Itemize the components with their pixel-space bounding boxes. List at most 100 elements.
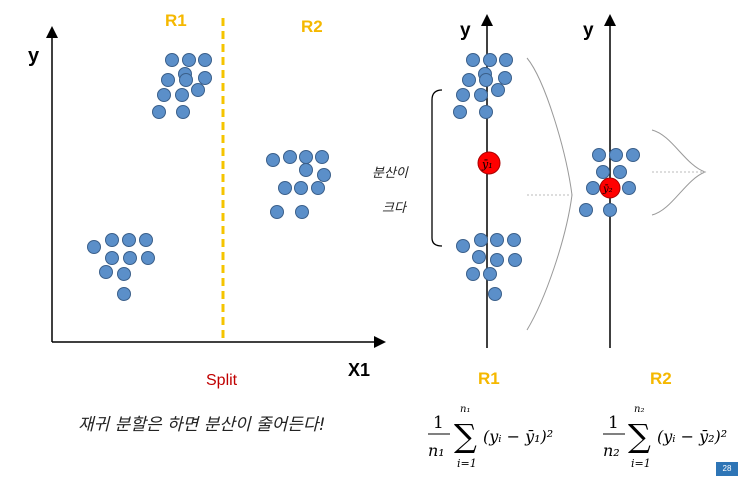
data-point [105,251,119,265]
data-point [499,53,513,67]
r2-formula-upper-limit: n₂ [634,404,644,415]
r2-mean-point [599,177,621,199]
split-label: Split [206,372,238,389]
left-y-axis-label: y [28,45,40,67]
r1-bracket-note-line1: 분산이 [372,166,409,181]
page-number-badge: 28 [716,462,738,476]
data-point [626,148,640,162]
data-point [579,203,593,217]
r1-mean-label: ȳ₁ [481,158,493,171]
data-point [117,287,131,301]
data-point [87,240,101,254]
data-point [586,181,600,195]
r1-formula-lower-limit: i=1 [457,457,477,470]
r1-mean-point [477,151,501,175]
data-point [498,71,512,85]
r2-formula-denominator: n₂ [603,441,620,460]
data-point [176,105,190,119]
data-point [472,250,486,264]
r2-region-label: R2 [650,369,672,388]
data-point [99,265,113,279]
data-point [508,253,522,267]
r1-point-cloud [453,53,522,301]
left-point-cloud [87,53,331,301]
r1-panel: y ȳ₁ 분산이 크다 R1 [372,14,573,388]
data-point [474,233,488,247]
data-point [613,165,627,179]
r1-axis-label: y [460,20,471,41]
r1-formula-upper-limit: n₁ [460,404,470,415]
data-point [161,73,175,87]
data-point [315,150,329,164]
data-point [596,165,610,179]
data-point [198,53,212,67]
data-point [270,205,284,219]
data-point [490,253,504,267]
r1-formula-denominator: n₁ [428,441,445,460]
data-point [479,105,493,119]
region2-label: R2 [301,17,323,36]
r1-bracket-note-line2: 크다 [382,201,408,216]
r2-axis-label: y [583,20,594,41]
data-point [603,203,617,217]
data-point [462,73,476,87]
data-point [175,88,189,102]
data-point [123,251,137,265]
data-point [456,239,470,253]
data-point [609,148,623,162]
data-point [299,163,313,177]
data-point [453,105,467,119]
data-point [456,88,470,102]
r2-formula-lower-limit: i=1 [631,457,651,470]
data-point [507,233,521,247]
r1-formula-body: (yᵢ − ȳ₁)² [483,427,553,446]
handwritten-note: 재귀 분할은 하면 분산이 줄어든다! [78,415,325,435]
r1-variance-bracket [431,89,443,247]
r1-formula-numerator: 1 [433,413,444,433]
data-point [491,83,505,97]
left-scatter-panel: y X1 R1 R2 Split [28,11,386,389]
data-point [490,233,504,247]
r2-formula-body: (yᵢ − ȳ₂)² [657,427,727,446]
data-point [483,53,497,67]
data-point [466,53,480,67]
data-point [122,233,136,247]
data-point [266,153,280,167]
r2-formula-numerator: 1 [608,413,619,433]
data-point [179,73,193,87]
data-point [139,233,153,247]
data-point [152,105,166,119]
r2-panel: y ȳ₂ R2 [579,14,707,388]
data-point [622,181,636,195]
data-point [488,287,502,301]
data-point [311,181,325,195]
data-point [165,53,179,67]
region1-label: R1 [165,11,187,30]
data-point [198,71,212,85]
data-point [191,83,205,97]
data-point [592,148,606,162]
r2-mean-label: ȳ₂ [602,184,613,195]
data-point [157,88,171,102]
data-point [317,168,331,182]
data-point [141,251,155,265]
r1-formula-sigma: ∑ [454,417,477,455]
data-point [278,181,292,195]
r1-variance-formula: 1 n₁ n₁ ∑ i=1 (yᵢ − ȳ₁)² [428,404,553,470]
r2-point-cloud [579,148,640,217]
r2-formula-sigma: ∑ [628,417,651,455]
data-point [283,150,297,164]
r1-distribution-curve [526,57,573,331]
data-point [299,150,313,164]
r2-variance-formula: 1 n₂ n₂ ∑ i=1 (yᵢ − ȳ₂)² [603,404,727,470]
data-point [295,205,309,219]
r1-region-label: R1 [478,369,500,388]
data-point [479,73,493,87]
data-point [466,267,480,281]
data-point [105,233,119,247]
data-point [483,267,497,281]
left-x-axis-label: X1 [348,360,370,380]
data-point [182,53,196,67]
data-point [474,88,488,102]
